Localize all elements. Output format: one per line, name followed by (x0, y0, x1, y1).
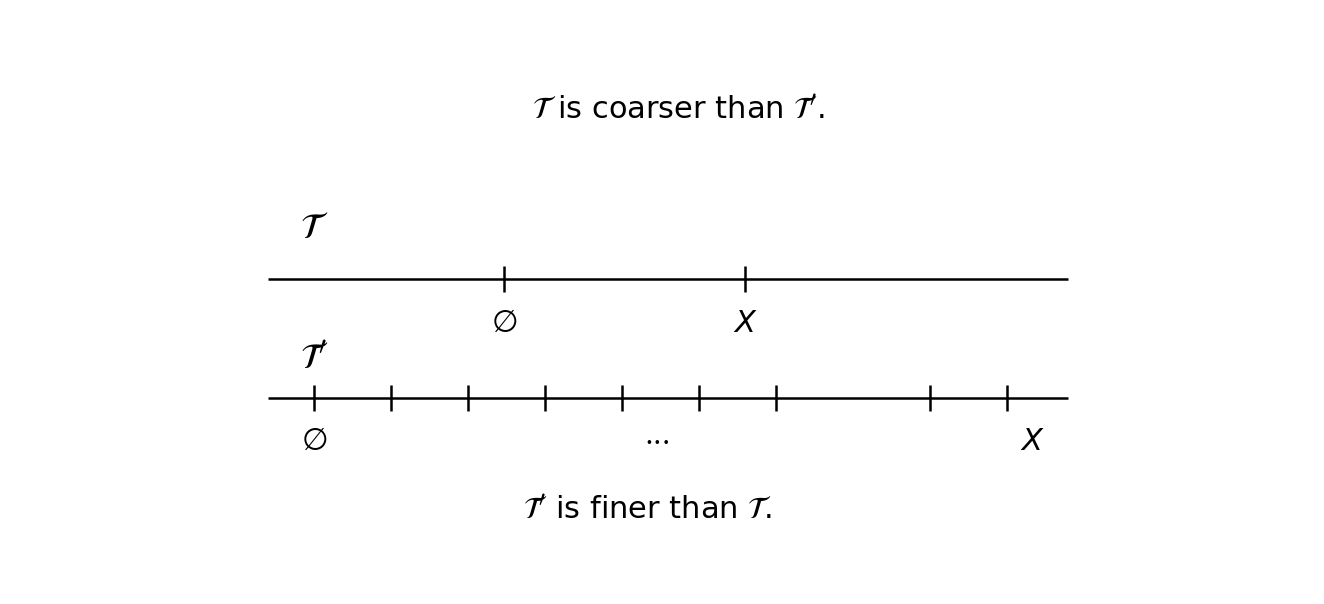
Text: $\emptyset$: $\emptyset$ (491, 309, 518, 338)
Text: $\mathcal{T}$ is coarser than $\mathcal{T}'$.: $\mathcal{T}$ is coarser than $\mathcal{… (532, 95, 825, 124)
Text: $X$: $X$ (733, 309, 757, 338)
Text: $\mathcal{T}'$: $\mathcal{T}'$ (301, 341, 328, 376)
Text: $\emptyset$: $\emptyset$ (301, 428, 327, 457)
Text: $\mathcal{T}$: $\mathcal{T}$ (301, 211, 328, 245)
Text: $\mathcal{T}'$ is finer than $\mathcal{T}$.: $\mathcal{T}'$ is finer than $\mathcal{T… (523, 495, 772, 524)
Text: ...: ... (645, 423, 671, 450)
Text: $X$: $X$ (1021, 428, 1045, 457)
